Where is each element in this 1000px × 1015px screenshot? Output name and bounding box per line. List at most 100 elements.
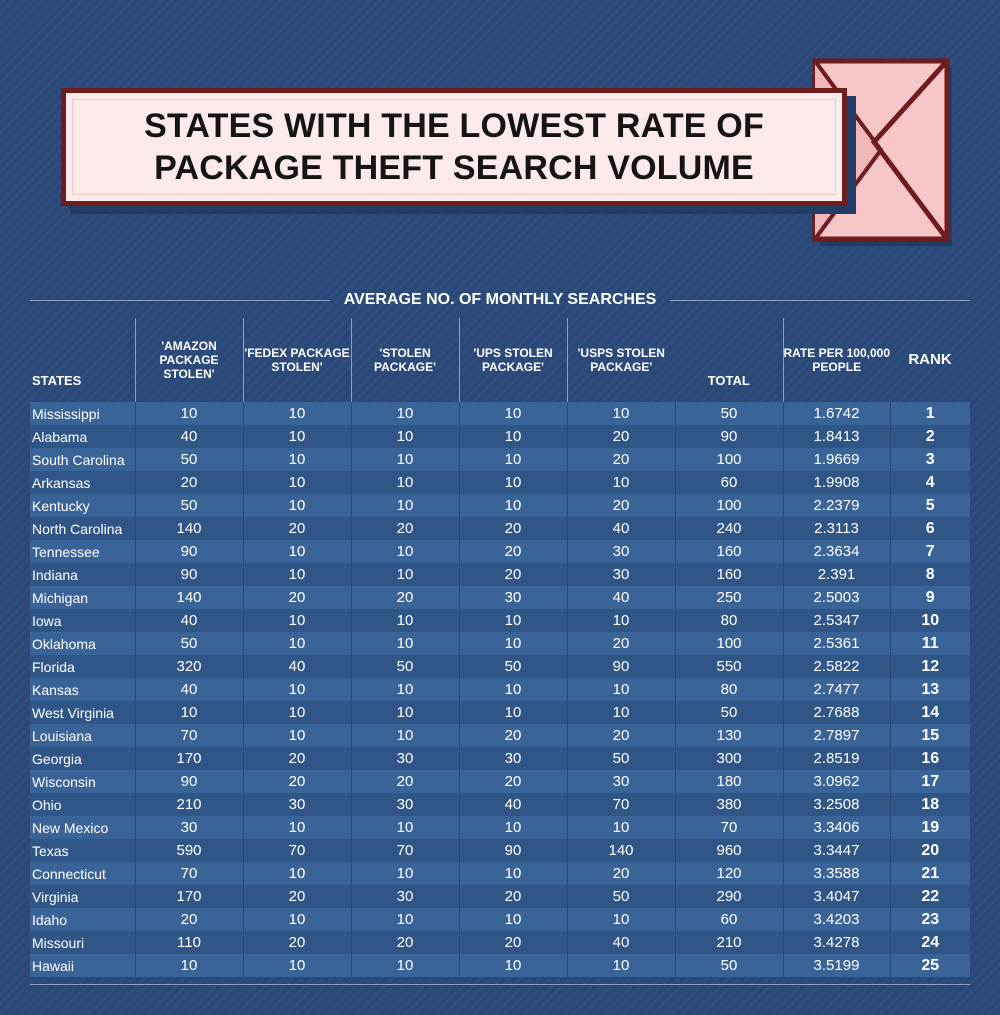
total-cell: 80 <box>674 609 783 632</box>
column-header-usps: 'USPS STOLEN PACKAGE' <box>566 318 675 402</box>
section-rule-left <box>30 299 330 301</box>
usps-cell: 30 <box>566 563 675 586</box>
usps-cell: 50 <box>566 747 675 770</box>
table-row: Indiana 90 10 10 20 30 160 2.391 8 <box>30 563 970 586</box>
table-row: Kentucky 50 10 10 10 20 100 2.2379 5 <box>30 494 970 517</box>
rank-cell: 12 <box>889 655 970 678</box>
table-row: Hawaii 10 10 10 10 10 50 3.5199 25 <box>30 954 970 977</box>
usps-cell: 20 <box>566 448 675 471</box>
amazon-cell: 90 <box>134 770 243 793</box>
ups-cell: 20 <box>458 517 567 540</box>
rate-cell: 2.3113 <box>782 517 890 540</box>
stolen-package-cell: 10 <box>350 402 459 425</box>
stolen-package-cell: 10 <box>350 954 459 977</box>
ups-cell: 20 <box>458 885 567 908</box>
total-cell: 100 <box>674 632 783 655</box>
table-row: Texas 590 70 70 90 140 960 3.3447 20 <box>30 839 970 862</box>
rank-cell: 18 <box>889 793 970 816</box>
fedex-cell: 10 <box>242 448 351 471</box>
ups-cell: 30 <box>458 586 567 609</box>
table-row: Arkansas 20 10 10 10 10 60 1.9908 4 <box>30 471 970 494</box>
usps-cell: 20 <box>566 494 675 517</box>
column-header-rate: RATE PER 100,000 PEOPLE <box>782 318 890 402</box>
rate-cell: 1.8413 <box>782 425 890 448</box>
amazon-cell: 20 <box>134 471 243 494</box>
usps-cell: 20 <box>566 632 675 655</box>
amazon-cell: 40 <box>134 609 243 632</box>
amazon-cell: 30 <box>134 816 243 839</box>
usps-cell: 30 <box>566 540 675 563</box>
usps-cell: 10 <box>566 954 675 977</box>
state-cell: Missouri <box>30 931 135 954</box>
rank-cell: 25 <box>889 954 970 977</box>
table-row: Virginia 170 20 30 20 50 290 3.4047 22 <box>30 885 970 908</box>
table-row: Louisiana 70 10 10 20 20 130 2.7897 15 <box>30 724 970 747</box>
ups-cell: 20 <box>458 563 567 586</box>
ups-cell: 10 <box>458 816 567 839</box>
fedex-cell: 10 <box>242 402 351 425</box>
amazon-cell: 20 <box>134 908 243 931</box>
fedex-cell: 20 <box>242 931 351 954</box>
page-title: STATES WITH THE LOWEST RATE OF PACKAGE T… <box>144 105 764 189</box>
rank-cell: 21 <box>889 862 970 885</box>
total-cell: 240 <box>674 517 783 540</box>
ups-cell: 10 <box>458 862 567 885</box>
amazon-cell: 140 <box>134 586 243 609</box>
rate-cell: 2.5347 <box>782 609 890 632</box>
rate-cell: 2.391 <box>782 563 890 586</box>
amazon-cell: 110 <box>134 931 243 954</box>
amazon-cell: 50 <box>134 448 243 471</box>
stolen-package-cell: 20 <box>350 770 459 793</box>
amazon-cell: 170 <box>134 747 243 770</box>
section-header: AVERAGE NO. OF MONTHLY SEARCHES <box>30 289 971 311</box>
ups-cell: 20 <box>458 540 567 563</box>
stolen-package-cell: 10 <box>350 908 459 931</box>
stolen-package-cell: 10 <box>350 632 459 655</box>
fedex-cell: 30 <box>242 793 351 816</box>
amazon-cell: 40 <box>134 678 243 701</box>
ups-cell: 10 <box>458 425 567 448</box>
total-cell: 120 <box>674 862 783 885</box>
usps-cell: 10 <box>566 402 675 425</box>
state-cell: Iowa <box>30 609 135 632</box>
usps-cell: 20 <box>566 724 675 747</box>
amazon-cell: 210 <box>134 793 243 816</box>
ups-cell: 30 <box>458 747 567 770</box>
state-cell: West Virginia <box>30 701 135 724</box>
rate-cell: 1.6742 <box>782 402 890 425</box>
usps-cell: 140 <box>566 839 675 862</box>
amazon-cell: 90 <box>134 540 243 563</box>
amazon-cell: 170 <box>134 885 243 908</box>
total-cell: 100 <box>674 448 783 471</box>
fedex-cell: 10 <box>242 471 351 494</box>
stolen-package-cell: 10 <box>350 816 459 839</box>
fedex-cell: 20 <box>242 770 351 793</box>
amazon-cell: 50 <box>134 494 243 517</box>
amazon-cell: 590 <box>134 839 243 862</box>
rate-cell: 2.7477 <box>782 678 890 701</box>
state-cell: Alabama <box>30 425 135 448</box>
rank-cell: 13 <box>889 678 970 701</box>
amazon-cell: 70 <box>134 724 243 747</box>
ups-cell: 50 <box>458 655 567 678</box>
rate-cell: 2.8519 <box>782 747 890 770</box>
rank-cell: 7 <box>889 540 970 563</box>
stolen-package-cell: 10 <box>350 448 459 471</box>
stolen-package-cell: 70 <box>350 839 459 862</box>
stolen-package-cell: 10 <box>350 425 459 448</box>
fedex-cell: 10 <box>242 954 351 977</box>
rate-cell: 2.5361 <box>782 632 890 655</box>
state-cell: Arkansas <box>30 471 135 494</box>
column-header-rank: RANK <box>908 351 952 368</box>
usps-cell: 10 <box>566 471 675 494</box>
table-row: Michigan 140 20 20 30 40 250 2.5003 9 <box>30 586 970 609</box>
rate-cell: 2.7688 <box>782 701 890 724</box>
total-cell: 100 <box>674 494 783 517</box>
ups-cell: 40 <box>458 793 567 816</box>
usps-cell: 10 <box>566 701 675 724</box>
data-table: STATES 'AMAZON PACKAGE STOLEN' 'FEDEX PA… <box>30 318 970 977</box>
ups-cell: 10 <box>458 954 567 977</box>
ups-cell: 90 <box>458 839 567 862</box>
rank-cell: 24 <box>889 931 970 954</box>
rate-cell: 1.9669 <box>782 448 890 471</box>
